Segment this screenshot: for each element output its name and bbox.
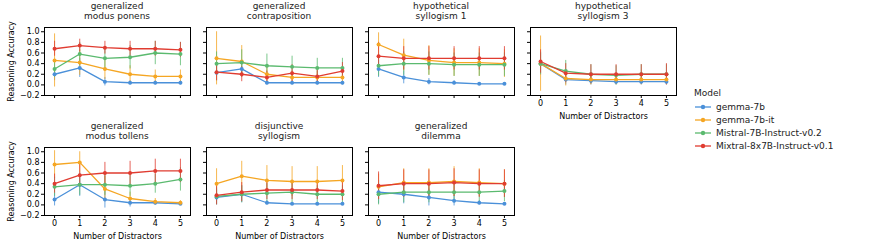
html-text:gemma-7b: gemma-7b	[716, 102, 765, 112]
svg-text:0: 0	[52, 219, 57, 228]
svg-text:Number of Distractors: Number of Distractors	[73, 232, 162, 241]
svg-text:5: 5	[340, 219, 345, 228]
svg-text:3: 3	[290, 219, 295, 228]
svg-text:1.0: 1.0	[27, 27, 40, 36]
svg-text:0.4: 0.4	[27, 179, 40, 188]
svg-text:3: 3	[128, 219, 133, 228]
svg-text:0.8: 0.8	[27, 158, 40, 167]
html-text:generalized dilemma: generalized dilemma	[414, 121, 468, 141]
svg-text:0: 0	[214, 219, 219, 228]
svg-text:4: 4	[315, 219, 320, 228]
html-text:generalized modus tollens: generalized modus tollens	[85, 121, 149, 141]
svg-text:1: 1	[77, 219, 82, 228]
svg-text:0.0: 0.0	[27, 80, 40, 89]
svg-text:0.8: 0.8	[27, 38, 40, 47]
svg-text:4: 4	[639, 99, 644, 108]
svg-text:0.6: 0.6	[27, 49, 40, 58]
svg-text:5: 5	[502, 219, 507, 228]
html-text:Mistral-7B-Instruct-v0.2: Mistral-7B-Instruct-v0.2	[716, 128, 822, 138]
svg-text:−0.2: −0.2	[20, 211, 39, 220]
svg-text:4: 4	[477, 219, 482, 228]
svg-text:Number of Distractors: Number of Distractors	[397, 232, 486, 241]
svg-text:2: 2	[102, 219, 107, 228]
svg-text:0: 0	[538, 99, 543, 108]
svg-text:1: 1	[239, 219, 244, 228]
svg-text:2: 2	[264, 219, 269, 228]
svg-text:3: 3	[614, 99, 619, 108]
svg-text:1.0: 1.0	[27, 147, 40, 156]
svg-text:Reasoning Accuracy: Reasoning Accuracy	[7, 141, 16, 222]
html-text:Mixtral-8x7B-Instruct-v0.1: Mixtral-8x7B-Instruct-v0.1	[716, 141, 834, 151]
html-text:hypothetical syllogism 3: hypothetical syllogism 3	[575, 1, 631, 21]
svg-text:Reasoning Accuracy: Reasoning Accuracy	[7, 21, 16, 102]
html-text:gemma-7b-it: gemma-7b-it	[716, 115, 775, 125]
svg-text:0.0: 0.0	[27, 200, 40, 209]
svg-text:1: 1	[401, 219, 406, 228]
svg-text:0.2: 0.2	[27, 190, 40, 199]
svg-text:0.6: 0.6	[27, 169, 40, 178]
svg-text:4: 4	[153, 219, 158, 228]
svg-text:2: 2	[426, 219, 431, 228]
svg-text:1: 1	[563, 99, 568, 108]
svg-text:0: 0	[376, 219, 381, 228]
svg-text:Number of Distractors: Number of Distractors	[559, 112, 648, 121]
html-text:generalized contraposition: generalized contraposition	[246, 1, 312, 21]
html-text:Model: Model	[694, 88, 721, 98]
svg-text:−0.2: −0.2	[20, 91, 39, 100]
svg-text:5: 5	[664, 99, 669, 108]
html-text:generalized modus ponens: generalized modus ponens	[84, 1, 150, 21]
html-text:hypothetical syllogism 1: hypothetical syllogism 1	[413, 1, 469, 21]
svg-text:0.2: 0.2	[27, 70, 40, 79]
svg-text:0.4: 0.4	[27, 59, 40, 68]
svg-text:Number of Distractors: Number of Distractors	[235, 232, 324, 241]
svg-text:3: 3	[452, 219, 457, 228]
html-text:disjunctive syllogism: disjunctive syllogism	[254, 121, 304, 141]
svg-text:2: 2	[588, 99, 593, 108]
svg-text:5: 5	[178, 219, 183, 228]
